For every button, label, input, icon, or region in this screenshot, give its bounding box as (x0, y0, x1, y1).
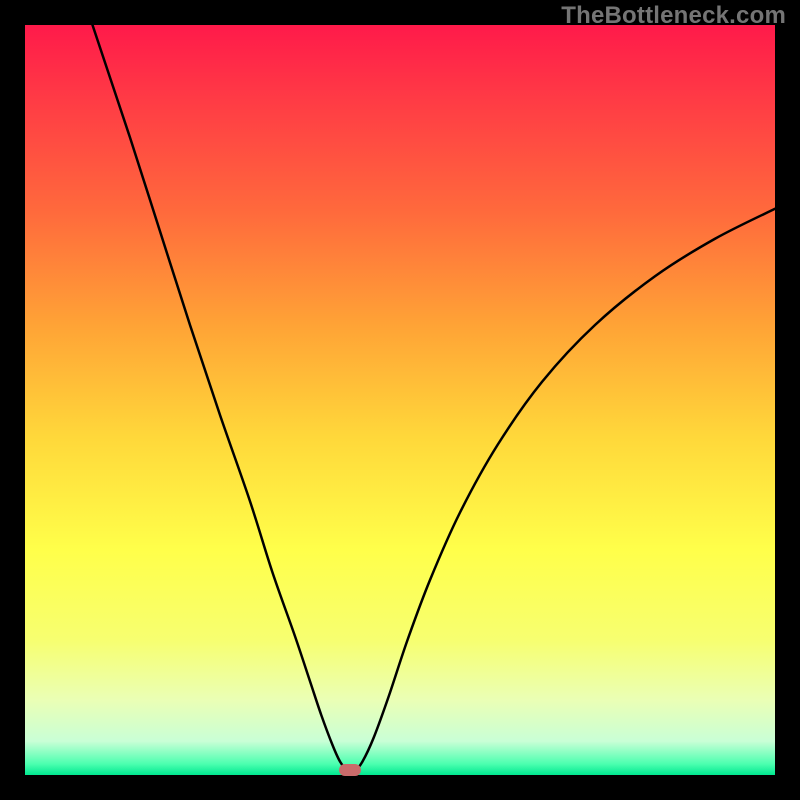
plot-area (25, 25, 775, 775)
bottleneck-curve (25, 25, 775, 775)
chart-frame: TheBottleneck.com (0, 0, 800, 800)
optimum-marker (339, 764, 361, 776)
